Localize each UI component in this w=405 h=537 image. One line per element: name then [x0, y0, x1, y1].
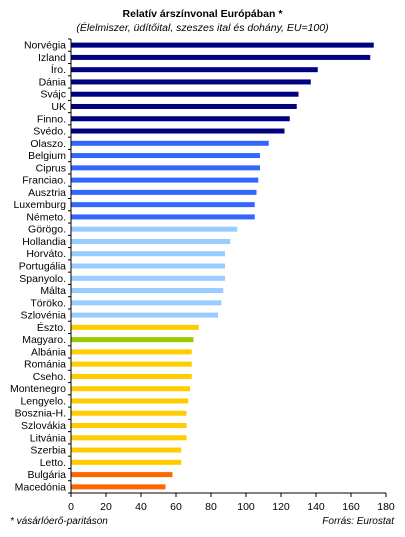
bar [71, 435, 187, 441]
bar [71, 263, 225, 269]
bar [71, 153, 260, 159]
bar [71, 238, 231, 244]
bar [71, 288, 224, 294]
x-tick-label: 140 [307, 501, 325, 513]
category-label: Letto. [40, 457, 66, 469]
bar [71, 386, 190, 392]
x-tick-label: 40 [135, 501, 147, 513]
bar [71, 128, 285, 134]
bar [71, 91, 299, 97]
category-label: Litvánia [30, 432, 66, 444]
bar [71, 459, 182, 465]
x-tick-label: 160 [342, 501, 360, 513]
category-label: Hollandia [22, 236, 66, 248]
bar [71, 202, 255, 208]
bar [71, 484, 166, 490]
category-label: Svédo. [33, 126, 66, 138]
category-label: Töröko. [30, 297, 66, 309]
bar [71, 79, 311, 85]
category-label: Málta [40, 285, 66, 297]
bar [71, 140, 269, 146]
category-label: Dánia [39, 76, 67, 88]
category-label: Portugália [19, 261, 66, 273]
source-note: Forrás: Eurostat [322, 516, 394, 527]
bar [71, 300, 222, 306]
category-label: Horváto. [26, 248, 66, 260]
bar [71, 423, 187, 429]
category-label: Szlovákia [21, 420, 66, 432]
bar [71, 410, 187, 416]
bar [71, 67, 318, 73]
category-label: Cseho. [33, 371, 66, 383]
bar [71, 373, 192, 379]
category-label: Luxemburg [13, 199, 66, 211]
category-label: Izland [38, 52, 66, 64]
x-tick-label: 60 [170, 501, 182, 513]
bar [71, 103, 297, 109]
category-label: Montenegro [10, 383, 66, 395]
footnote: * vásárlóerő-paritáson [10, 516, 108, 527]
category-label: Macedónia [15, 481, 67, 493]
bar [71, 324, 199, 330]
category-label: Románia [24, 359, 66, 371]
bar [71, 177, 259, 183]
category-label: Finno. [37, 113, 66, 125]
category-label: Ciprus [36, 162, 66, 174]
category-label: Észto. [37, 321, 66, 334]
category-label: Franciao. [22, 175, 66, 187]
bar [71, 361, 192, 367]
x-tick-label: 0 [68, 501, 74, 513]
bar [71, 165, 260, 171]
category-label: Lengyelo. [20, 395, 66, 407]
bar [71, 275, 225, 281]
category-label: Belgium [28, 150, 66, 162]
x-tick-label: 120 [272, 501, 290, 513]
bar [71, 349, 192, 355]
category-label: Bosznia-H. [15, 408, 66, 420]
bar [71, 42, 374, 48]
bar [71, 54, 371, 60]
bar [71, 214, 255, 220]
bar [71, 226, 238, 232]
category-label: Olaszo. [30, 138, 66, 150]
bar [71, 337, 194, 343]
x-tick-label: 20 [100, 501, 112, 513]
chart-title: Relatív árszínvonal Európában * [122, 8, 283, 20]
x-tick-label: 100 [237, 501, 255, 513]
bar [71, 189, 257, 195]
category-label: Szlovénia [20, 310, 66, 322]
bar [71, 116, 290, 122]
bar [71, 472, 173, 478]
x-tick-label: 80 [205, 501, 217, 513]
category-label: Görögo. [28, 224, 66, 236]
x-tick-label: 180 [377, 501, 395, 513]
bar [71, 312, 218, 318]
category-label: Bulgária [27, 469, 66, 481]
category-label: Ausztria [28, 187, 66, 199]
category-label: Németo. [26, 211, 66, 223]
category-label: Íro. [51, 63, 66, 76]
chart-subtitle: (Élelmiszer, üdítőital, szeszes ital és … [76, 22, 329, 34]
category-label: Spanyolo. [19, 273, 66, 285]
bar [71, 398, 189, 404]
bar [71, 447, 182, 453]
category-label: Svájc [40, 89, 66, 101]
category-label: Szerbia [30, 445, 66, 457]
category-label: Norvégia [24, 40, 66, 52]
category-label: UK [51, 101, 66, 113]
bar [71, 251, 225, 257]
category-label: Albánia [31, 346, 66, 358]
category-label: Magyaro. [22, 334, 66, 346]
